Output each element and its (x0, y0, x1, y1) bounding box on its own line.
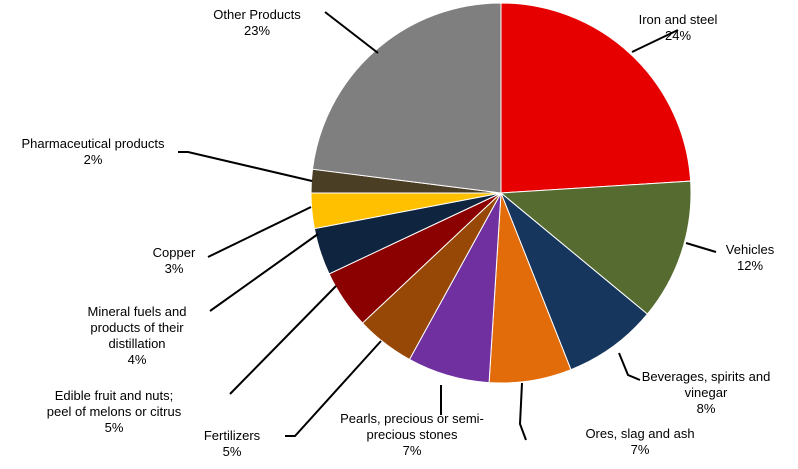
leader-line-iron-and-steel (631, 29, 679, 53)
slice-label-line: precious stones (366, 427, 458, 442)
slice-label-line: products of their (90, 320, 184, 335)
slice-label-line: Pharmaceutical products (21, 136, 165, 151)
leader-line-pharmaceutical-products (178, 151, 313, 182)
slice-percent: 8% (697, 401, 716, 416)
slice-label-line: Fertilizers (204, 428, 261, 443)
slice-label-copper: Copper 3% (153, 245, 196, 276)
slice-label-line: Iron and steel (639, 12, 718, 27)
slice-label-line: Pearls, precious or semi- (340, 411, 484, 426)
leader-line-mineral-fuels-and-products-of-their-distillation (209, 233, 319, 312)
slice-label-mineral-fuels-and-products-of-their-distillation: Mineral fuels and products of their distil… (88, 304, 187, 367)
slice-label-fertilizers: Fertilizers 5% (204, 428, 261, 459)
slice-label-line: distillation (108, 336, 165, 351)
slice-labels: Iron and steel 24% Vehicles 12% Beverages, s… (21, 7, 774, 459)
pie-slices (310, 2, 692, 384)
slice-percent: 5% (105, 420, 124, 435)
slice-label-line: Vehicles (726, 242, 775, 257)
slice-percent: 7% (631, 442, 650, 457)
leader-line-fertilizers (285, 340, 382, 437)
leader-line-vehicles (685, 242, 717, 253)
slice-iron-and-steel (500, 2, 692, 194)
slice-label-line: vinegar (685, 385, 728, 400)
leader-lines (178, 11, 717, 441)
slice-other-products (311, 2, 502, 194)
slice-percent: 5% (223, 444, 242, 459)
slice-label-pearls-precious-or-semi-precious-stones: Pearls, precious or semi-precious stones… (340, 411, 484, 458)
slice-label-line: Mineral fuels and (88, 304, 187, 319)
leader-line-edible-fruit-and-nuts-peel-of-melons-or-citrus (229, 285, 337, 395)
slice-percent: 24% (665, 28, 691, 43)
slice-label-line: peel of melons or citrus (47, 404, 182, 419)
slice-label-line: Edible fruit and nuts; (55, 388, 174, 403)
slice-label-ores-slag-and-ash: Ores, slag and ash 7% (585, 426, 694, 457)
slice-label-pharmaceutical-products: Pharmaceutical products 2% (21, 136, 165, 167)
slice-label-vehicles: Vehicles 12% (726, 242, 775, 273)
slice-vehicles (499, 180, 692, 315)
leader-line-ores-slag-and-ash (518, 382, 527, 441)
slice-percent: 2% (84, 152, 103, 167)
slice-label-line: Other Products (213, 7, 301, 22)
slice-percent: 7% (403, 443, 422, 458)
leader-line-copper (207, 206, 312, 258)
slice-label-iron-and-steel: Iron and steel 24% (639, 12, 718, 43)
leader-line-beverages-spirits-and-vinegar (618, 352, 641, 381)
slice-label-other-products: Other Products 23% (213, 7, 301, 38)
slice-label-beverages-spirits-and-vinegar: Beverages, spirits and vinegar 8% (642, 369, 771, 416)
slice-label-line: Beverages, spirits and (642, 369, 771, 384)
slice-label-line: Ores, slag and ash (585, 426, 694, 441)
slice-beverages-spirits-and-vinegar (500, 192, 649, 371)
leader-line-other-products (324, 11, 379, 54)
slice-percent: 4% (128, 352, 147, 367)
slice-percent: 3% (165, 261, 184, 276)
slice-percent: 23% (244, 23, 270, 38)
slice-label-edible-fruit-and-nuts-peel-of-melons-or-citrus: Edible fruit and nuts; peel of melons or … (47, 388, 182, 435)
slice-label-line: Copper (153, 245, 196, 260)
slice-percent: 12% (737, 258, 763, 273)
